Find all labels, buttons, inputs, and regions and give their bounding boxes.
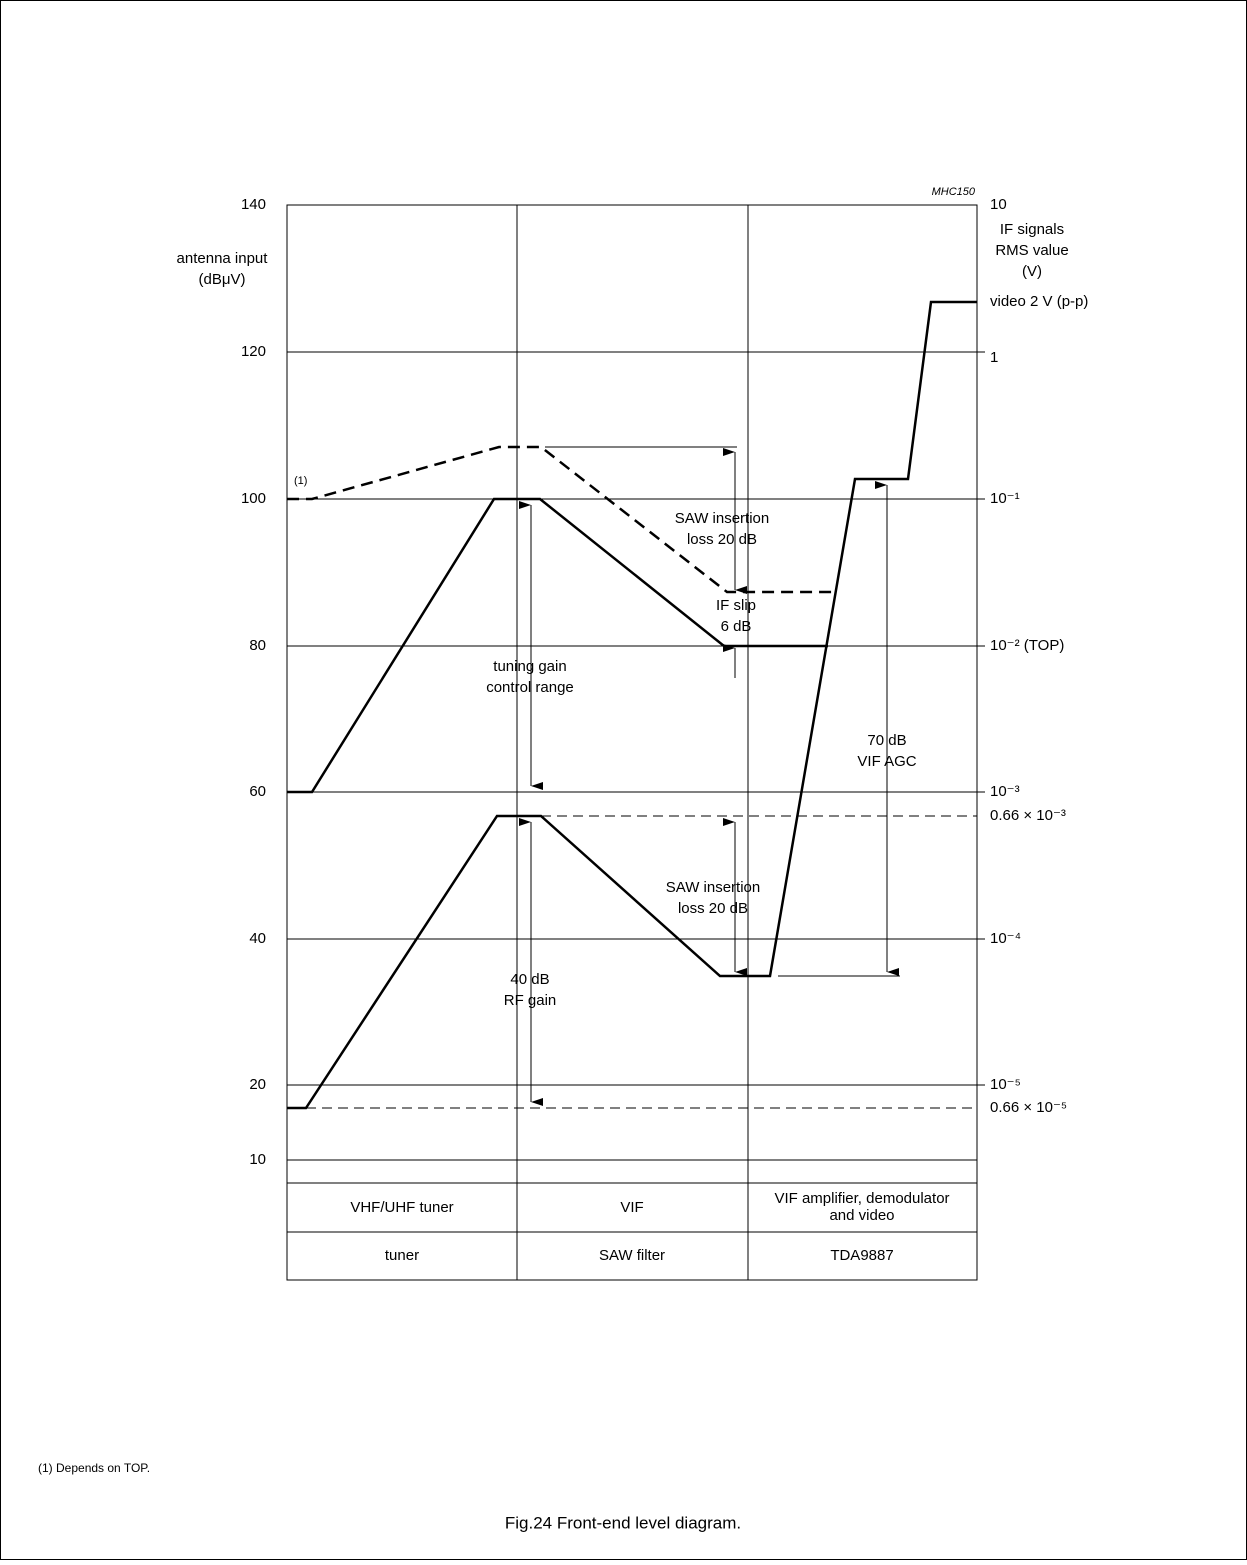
- label: 100: [241, 490, 266, 507]
- label: TDA9887: [830, 1247, 893, 1264]
- label: SAW filter: [599, 1247, 665, 1264]
- label: 80: [249, 637, 266, 654]
- label: RF gain: [504, 992, 557, 1009]
- label: (dBμV): [199, 271, 246, 288]
- label: 10⁻¹: [990, 490, 1020, 507]
- label: loss 20 dB: [678, 900, 748, 917]
- label: 10⁻³: [990, 783, 1020, 800]
- level-curves: [287, 300, 977, 1110]
- label: 10: [249, 1151, 266, 1168]
- label: (1): [294, 475, 307, 487]
- label: 0.66 × 10⁻⁵: [990, 1099, 1067, 1116]
- label: video 2 V (p-p): [990, 293, 1088, 310]
- label: Fig.24 Front-end level diagram.: [505, 1513, 741, 1532]
- label: IF slip: [716, 597, 756, 614]
- label: 10⁻⁴: [990, 930, 1021, 947]
- label: 70 dB: [867, 732, 906, 749]
- label: tuner: [385, 1247, 419, 1264]
- label: antenna input: [177, 250, 269, 267]
- label: VIF AGC: [857, 753, 916, 770]
- label: 6 dB: [721, 618, 752, 635]
- label: 0.66 × 10⁻³: [990, 807, 1066, 824]
- plot-frame: [286, 204, 985, 1281]
- label: SAW insertion: [675, 510, 769, 527]
- label: (1) Depends on TOP.: [38, 1461, 150, 1475]
- label: 40: [249, 930, 266, 947]
- label: 140: [241, 196, 266, 213]
- label: 40 dB: [510, 971, 549, 988]
- label: 10: [990, 196, 1007, 213]
- label: VIF: [620, 1199, 643, 1216]
- arrows: [519, 448, 899, 1106]
- label: RMS value: [995, 242, 1068, 259]
- label: 10⁻² (TOP): [990, 637, 1064, 654]
- label: 10⁻⁵: [990, 1076, 1021, 1093]
- label: 60: [249, 783, 266, 800]
- label: tuning gain: [493, 658, 566, 675]
- label: 1: [990, 349, 998, 366]
- label: loss 20 dB: [687, 531, 757, 548]
- label: 20: [249, 1076, 266, 1093]
- label: VHF/UHF tuner: [350, 1199, 453, 1216]
- label: VIF amplifier, demodulator: [774, 1190, 949, 1207]
- label: SAW insertion: [666, 879, 760, 896]
- label: IF signals: [1000, 221, 1064, 238]
- label: control range: [486, 679, 574, 696]
- label: (V): [1022, 263, 1042, 280]
- label: 120: [241, 343, 266, 360]
- label: and video: [829, 1207, 894, 1224]
- label: MHC150: [932, 186, 976, 198]
